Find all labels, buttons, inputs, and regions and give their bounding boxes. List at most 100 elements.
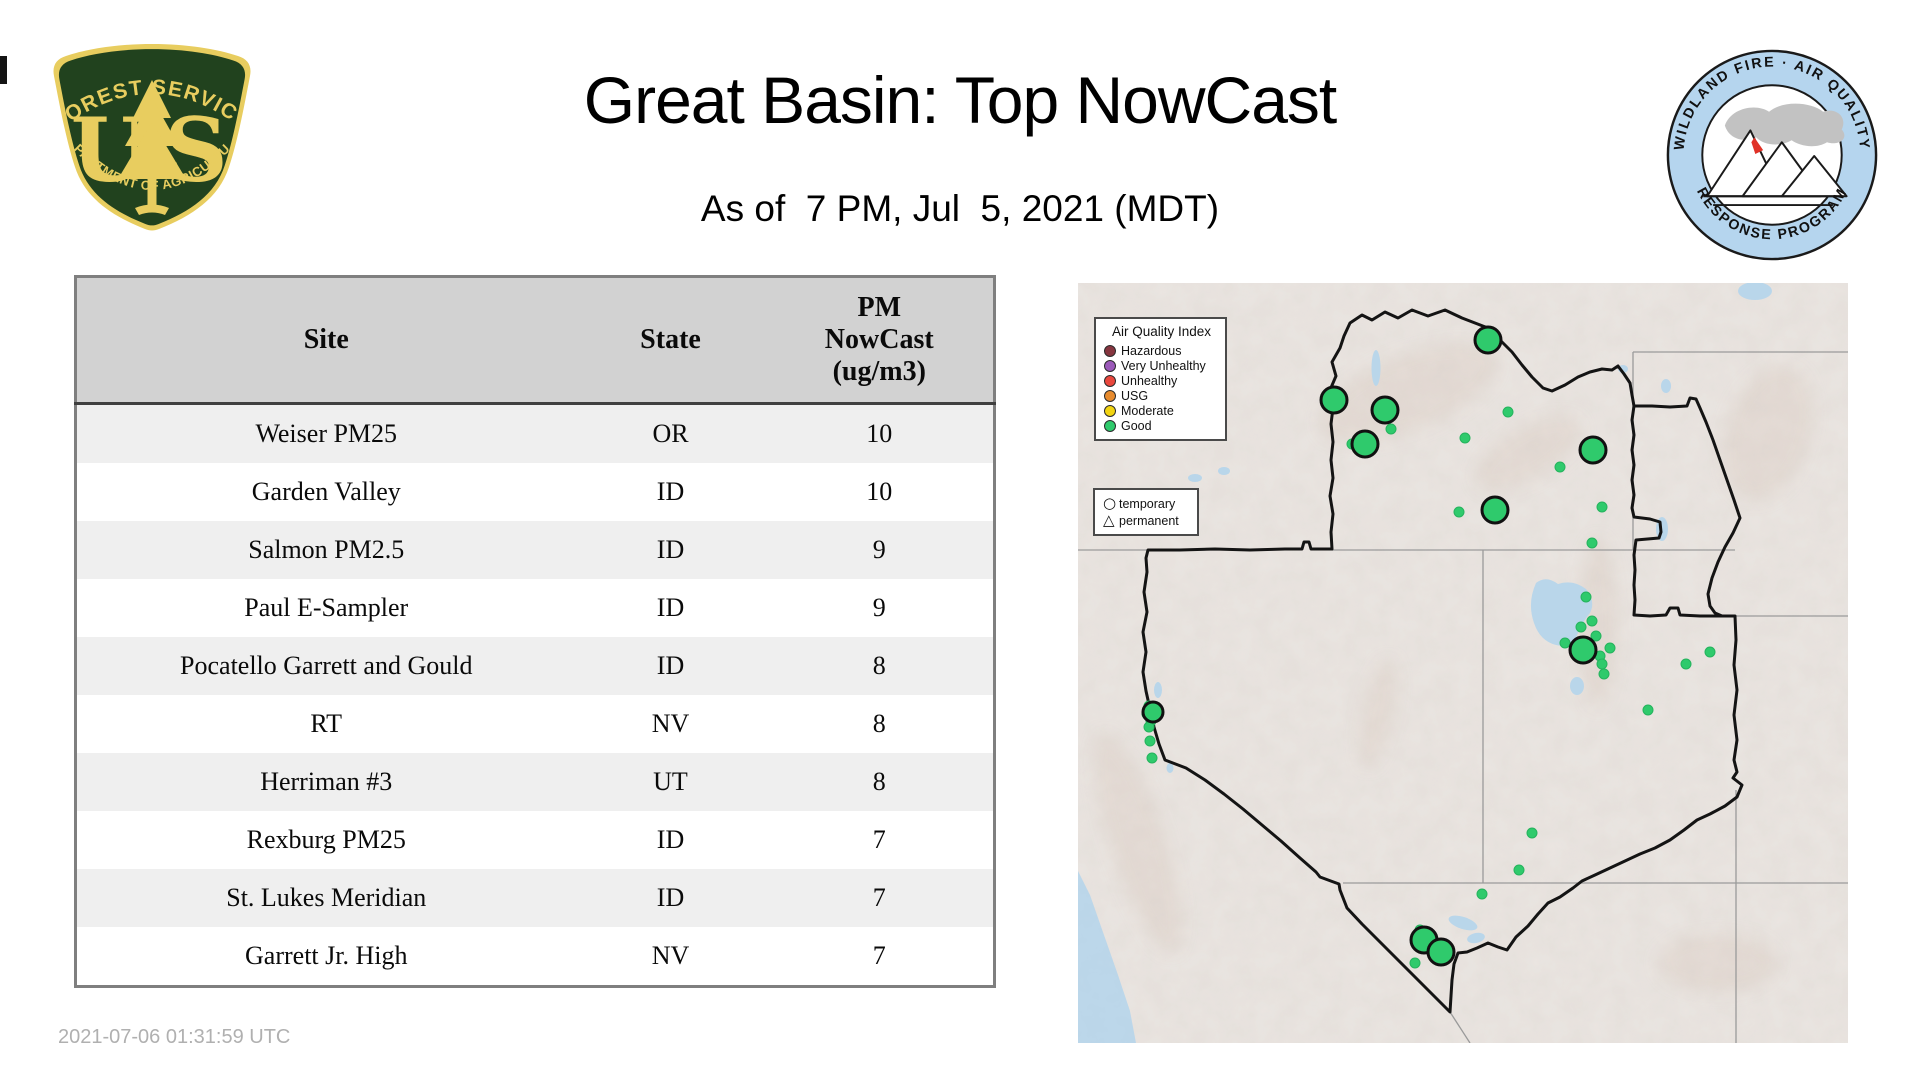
monitor-permanent-dot[interactable] — [1554, 461, 1566, 473]
monitor-temporary-dot[interactable] — [1370, 395, 1400, 425]
monitor-permanent-dot[interactable] — [1385, 423, 1397, 435]
monitor-permanent-dot[interactable] — [1590, 630, 1602, 642]
site-cell: Weiser PM25 — [255, 419, 398, 448]
monitor-permanent-dot[interactable] — [1476, 888, 1488, 900]
pm-value-cell: 7 — [872, 941, 886, 970]
table-row: Weiser PM25 OR 10 — [75, 403, 995, 463]
site-cell: Garden Valley — [251, 477, 401, 506]
aqi-legend: Air Quality Index Hazardous Very Unhealth… — [1094, 317, 1227, 441]
monitor-permanent-dot[interactable] — [1596, 658, 1608, 670]
nowcast-table: Site State PM NowCast (ug/m3) Weiser PM2… — [74, 275, 996, 988]
aqi-legend-label: USG — [1121, 388, 1149, 403]
monitor-temporary-dot[interactable] — [1319, 385, 1349, 415]
state-cell: ID — [656, 535, 685, 564]
aqi-legend-label: Very Unhealthy — [1121, 358, 1206, 373]
aqi-color-dot-icon — [1104, 419, 1116, 432]
aqi-legend-label: Good — [1121, 418, 1152, 433]
monitor-permanent-dot[interactable] — [1459, 432, 1471, 444]
state-cell: ID — [656, 825, 685, 854]
monitor-permanent-dot[interactable] — [1409, 957, 1421, 969]
aqi-legend-item: Moderate — [1104, 403, 1219, 418]
monitor-permanent-dot[interactable] — [1642, 704, 1654, 716]
pm-value-cell: 8 — [872, 651, 886, 680]
monitor-temporary-dot[interactable] — [1426, 937, 1456, 967]
usfs-logo-icon: FOREST SERVICE U S DEPARTMENT OF AGRICUL… — [52, 40, 251, 231]
pm-value-cell: 7 — [872, 883, 886, 912]
page-subtitle: As of 7 PM, Jul 5, 2021 (MDT) — [700, 188, 1220, 229]
temporary-symbol-icon: ○ — [1103, 494, 1117, 512]
monitor-permanent-dot[interactable] — [1604, 642, 1616, 654]
monitor-permanent-dot[interactable] — [1580, 591, 1592, 603]
monitor-permanent-dot[interactable] — [1575, 621, 1587, 633]
state-cell: ID — [656, 651, 685, 680]
map-dots-layer — [1141, 325, 1716, 969]
site-cell: Pocatello Garrett and Gould — [180, 651, 473, 680]
symbol-legend-item: △ permanent — [1103, 512, 1191, 529]
state-cell: ID — [656, 883, 685, 912]
monitor-permanent-dot[interactable] — [1680, 658, 1692, 670]
aqi-color-dot-icon — [1104, 389, 1116, 402]
site-cell: Rexburg PM25 — [246, 825, 406, 854]
site-cell: Garrett Jr. High — [245, 941, 408, 970]
usfs-letter-s: S — [164, 98, 228, 202]
aqi-color-dot-icon — [1104, 344, 1116, 357]
monitor-permanent-dot[interactable] — [1598, 668, 1610, 680]
monitor-temporary-dot[interactable] — [1568, 635, 1598, 665]
monitor-temporary-dot[interactable] — [1578, 435, 1608, 465]
monitor-permanent-dot[interactable] — [1513, 864, 1525, 876]
monitor-permanent-dot[interactable] — [1559, 637, 1571, 649]
monitor-permanent-dot[interactable] — [1596, 501, 1608, 513]
column-header-state: State — [575, 276, 766, 405]
flame-icon — [1751, 137, 1764, 155]
monitor-permanent-dot[interactable] — [1526, 827, 1538, 839]
monitor-permanent-dot[interactable] — [1704, 646, 1716, 658]
site-cell: Salmon PM2.5 — [248, 535, 405, 564]
aqi-legend-items: Hazardous Very Unhealthy Unhealthy USG Moder… — [1104, 343, 1219, 433]
aqi-legend-label: Moderate — [1121, 403, 1174, 418]
great-basin-map[interactable]: Air Quality Index Hazardous Very Unhealth… — [1078, 283, 1848, 1043]
monitor-permanent-dot[interactable] — [1146, 752, 1158, 764]
aqi-legend-item: Unhealthy — [1104, 373, 1219, 388]
monitor-permanent-dot[interactable] — [1453, 506, 1465, 518]
monitor-temporary-dot[interactable] — [1350, 429, 1380, 459]
state-cell: UT — [653, 767, 688, 796]
monitor-permanent-dot[interactable] — [1144, 735, 1156, 747]
generated-timestamp: 2021-07-06 01:31:59 UTC — [58, 1026, 291, 1048]
monitor-permanent-dot[interactable] — [1143, 721, 1155, 733]
pm-value-cell: 8 — [872, 709, 886, 738]
great-basin-boundary — [1141, 308, 1744, 1014]
monitor-permanent-dot[interactable] — [1586, 615, 1598, 627]
monitor-temporary-dot[interactable] — [1473, 325, 1503, 355]
pm-value-cell: 9 — [872, 535, 886, 564]
aqi-legend-item: Hazardous — [1104, 343, 1219, 358]
monitor-permanent-dot[interactable] — [1502, 406, 1514, 418]
site-cell: RT — [310, 709, 343, 738]
table-row: Paul E-Sampler ID 9 — [75, 579, 995, 637]
aqi-legend-title: Air Quality Index — [1111, 324, 1212, 339]
table-header-row: Site State PM NowCast (ug/m3) — [75, 276, 995, 405]
aqi-legend-label: Hazardous — [1121, 343, 1182, 358]
state-cell: NV — [651, 941, 690, 970]
pm-value-cell: 10 — [866, 477, 893, 506]
aqi-color-dot-icon — [1104, 374, 1116, 387]
state-cell: ID — [656, 477, 685, 506]
monitor-temporary-dot[interactable] — [1480, 495, 1510, 525]
column-header-site: Site — [75, 276, 576, 405]
site-cell: St. Lukes Meridian — [226, 883, 427, 912]
symbol-legend-item: ○ temporary — [1103, 495, 1191, 512]
state-cell: OR — [652, 419, 689, 448]
aqi-legend-item: Very Unhealthy — [1104, 358, 1219, 373]
table-row: Garrett Jr. High NV 7 — [75, 927, 995, 987]
monitor-permanent-dot[interactable] — [1586, 537, 1598, 549]
table-row: Pocatello Garrett and Gould ID 8 — [75, 637, 995, 695]
wfaqrp-logo-icon: WILDLAND FIRE · AIR QUALITY RESPONSE PRO… — [1666, 49, 1878, 261]
pm-value-cell: 10 — [866, 419, 893, 448]
site-cell: Paul E-Sampler — [244, 593, 409, 622]
symbol-legend-items: ○ temporary △ permanent — [1103, 495, 1191, 529]
aqi-legend-item: USG — [1104, 388, 1219, 403]
state-cell: ID — [656, 593, 685, 622]
page-title: Great Basin: Top NowCast — [583, 63, 1337, 137]
symbol-legend: ○ temporary △ permanent — [1093, 488, 1199, 536]
monitor-temporary-dot[interactable] — [1141, 700, 1165, 724]
table-row: RT NV 8 — [75, 695, 995, 753]
